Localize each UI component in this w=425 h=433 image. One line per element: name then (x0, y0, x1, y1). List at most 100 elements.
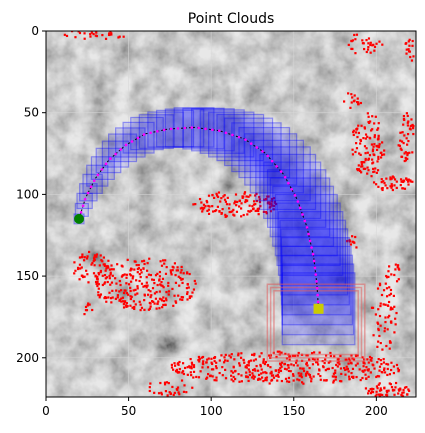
trajectory-point (296, 200, 300, 203)
obstacle-point (263, 198, 266, 201)
obstacle-point (228, 210, 231, 214)
sample-box (279, 219, 347, 286)
obstacle-point (345, 365, 348, 368)
obstacle-point (257, 369, 260, 372)
obstacle-point (134, 260, 137, 263)
obstacle-point (132, 289, 135, 292)
obstacle-point (371, 391, 375, 394)
obstacle-point (93, 256, 96, 259)
obstacle-point (362, 361, 365, 364)
obstacle-point (153, 391, 156, 394)
obstacle-point (143, 308, 146, 311)
trajectory-point (114, 152, 117, 156)
obstacle-point (265, 379, 268, 382)
obstacle-point (148, 386, 151, 389)
obstacle-point (192, 365, 196, 369)
obstacle-point (107, 33, 111, 37)
obstacle-point (377, 157, 380, 160)
obstacle-point (410, 59, 414, 62)
trajectory-point (92, 179, 96, 183)
obstacle-point (123, 301, 126, 304)
obstacle-point (390, 273, 393, 276)
obstacle-point (241, 195, 244, 198)
obstacle-point (85, 269, 88, 272)
obstacle-point (120, 297, 123, 300)
obstacle-point (162, 259, 165, 262)
obstacle-point (190, 365, 193, 368)
obstacle-point (359, 378, 362, 382)
goal-box (269, 286, 363, 359)
obstacle-point (373, 170, 376, 173)
obstacle-point (206, 366, 210, 369)
obstacle-point (305, 354, 308, 357)
obstacle-point (390, 177, 393, 180)
obstacle-point (332, 379, 335, 382)
obstacle-point (396, 264, 400, 267)
obstacle-point (382, 358, 385, 361)
obstacle-point (297, 351, 300, 355)
x-axis: 0 50 100 150 200 (42, 397, 388, 418)
obstacle-point (110, 32, 113, 35)
obstacle-point (377, 328, 380, 332)
obstacle-point (393, 178, 397, 181)
obstacle-point (376, 169, 380, 172)
obstacle-point (404, 156, 407, 160)
obstacle-point (254, 194, 257, 197)
obstacle-point (164, 303, 167, 306)
obstacle-point (375, 393, 378, 396)
obstacle-point (365, 50, 368, 54)
obstacle-point (366, 135, 369, 138)
obstacle-point (360, 163, 363, 166)
obstacle-point (405, 52, 408, 55)
obstacle-point (92, 259, 95, 263)
obstacle-point (350, 354, 353, 357)
obstacle-point (351, 240, 354, 243)
obstacle-point (99, 28, 101, 30)
obstacle-point (268, 203, 271, 206)
obstacle-point (377, 393, 380, 396)
obstacle-point (92, 272, 96, 275)
obstacle-point (154, 274, 158, 277)
trajectory-point (307, 232, 310, 236)
obstacle-point (352, 129, 355, 132)
obstacle-point (368, 355, 372, 359)
obstacle-point (268, 354, 271, 357)
obstacle-point (146, 284, 149, 287)
obstacle-point (209, 374, 212, 378)
obstacle-point (247, 364, 250, 367)
obstacle-point (313, 358, 316, 361)
obstacle-point (178, 360, 181, 364)
goal-region (266, 283, 366, 362)
obstacle-point (154, 297, 158, 300)
obstacle-point (384, 184, 387, 187)
obstacle-point (379, 393, 382, 396)
obstacle-point (375, 148, 379, 151)
obstacle-point (243, 191, 247, 194)
obstacle-point (404, 42, 407, 45)
obstacle-point (263, 362, 266, 366)
obstacle-point (377, 185, 380, 188)
obstacle-point (145, 276, 148, 279)
obstacle-point (377, 327, 380, 330)
obstacle-point (178, 284, 181, 287)
obstacle-point (247, 368, 250, 371)
obstacle-point (275, 202, 278, 206)
obstacle-point (198, 197, 202, 201)
obstacle-point (396, 265, 399, 269)
obstacle-point (348, 357, 351, 360)
obstacle-point (187, 286, 190, 289)
obstacle-point (99, 293, 103, 296)
obstacle-point (355, 375, 358, 379)
trajectory-point (293, 194, 297, 197)
obstacle-point (402, 123, 405, 126)
obstacle-point (247, 195, 250, 198)
obstacle-point (381, 371, 384, 374)
obstacle-point (253, 368, 256, 371)
obstacle-point (224, 368, 227, 371)
obstacle-point (406, 132, 410, 136)
obstacle-point (364, 373, 367, 376)
obstacle-point (410, 124, 413, 127)
obstacle-point (371, 148, 375, 151)
obstacle-point (246, 213, 249, 216)
obstacle-point (352, 131, 355, 134)
